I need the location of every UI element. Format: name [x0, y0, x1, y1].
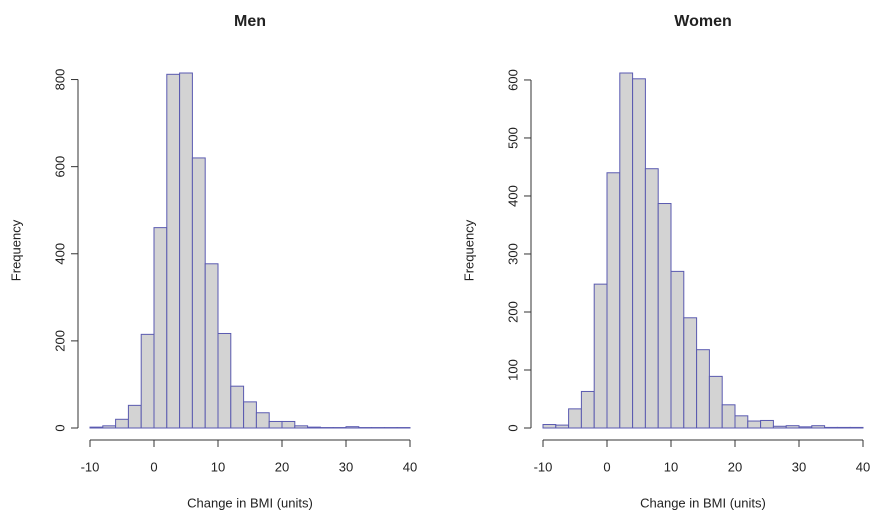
bar	[268, 420, 283, 429]
bar	[785, 425, 800, 429]
y-tick-label: 800	[52, 69, 67, 91]
bar	[153, 227, 168, 429]
bar	[243, 401, 257, 429]
chart-title: Men	[234, 13, 266, 30]
x-axis-label: Change in BMI (units)	[640, 495, 766, 510]
bar	[580, 390, 595, 429]
y-tick-label: 600	[505, 69, 520, 91]
bar	[568, 408, 582, 429]
y-tick-label: 400	[505, 185, 520, 207]
bar	[619, 72, 634, 429]
y-axis-label: Frequency	[8, 219, 23, 281]
bar	[657, 203, 672, 429]
y-tick-label: 200	[52, 330, 67, 352]
bar	[811, 425, 826, 429]
y-axis-label: Frequency	[461, 219, 476, 281]
y-tick-label: 600	[52, 156, 67, 178]
bar	[734, 415, 749, 429]
bar	[747, 420, 762, 429]
bar	[217, 332, 232, 429]
bar	[683, 317, 698, 429]
bar	[255, 412, 270, 429]
bar	[798, 426, 813, 429]
bar	[115, 418, 129, 429]
bar	[708, 375, 723, 429]
bar	[230, 385, 245, 429]
x-tick-label: 0	[150, 459, 157, 474]
x-tick-label: 30	[792, 459, 806, 474]
bar	[102, 425, 117, 429]
x-tick-label: 40	[856, 459, 870, 474]
x-tick-label: 20	[275, 459, 289, 474]
bar	[307, 426, 321, 429]
y-tick-label: 300	[505, 243, 520, 265]
bar	[179, 72, 193, 429]
bar	[721, 404, 736, 429]
bar	[542, 424, 557, 429]
y-tick-label: 200	[505, 301, 520, 323]
bar	[760, 419, 774, 429]
bar	[89, 426, 104, 429]
bar	[555, 424, 570, 429]
x-tick-label: 10	[664, 459, 678, 474]
bar	[204, 263, 219, 429]
bar	[281, 420, 296, 429]
bar	[836, 426, 851, 429]
x-tick-label: -10	[534, 459, 553, 474]
chart-title: Women	[674, 13, 731, 30]
y-tick-label: 0	[52, 424, 67, 431]
x-tick-label: 0	[603, 459, 610, 474]
bar	[127, 404, 142, 429]
bar	[140, 333, 155, 429]
bar	[644, 168, 659, 429]
x-tick-label: 40	[403, 459, 417, 474]
bar	[191, 157, 206, 429]
bar	[772, 425, 787, 429]
bar	[166, 73, 181, 429]
bar	[632, 78, 646, 429]
bar	[849, 426, 864, 429]
y-tick-label: 100	[505, 359, 520, 381]
bar	[670, 270, 685, 429]
y-tick-label: 500	[505, 127, 520, 149]
bar	[294, 425, 309, 429]
bar	[824, 426, 838, 429]
y-tick-label: 0	[505, 424, 520, 431]
bar	[345, 426, 360, 429]
bar	[593, 283, 608, 429]
bar	[606, 172, 621, 429]
x-tick-label: 10	[211, 459, 225, 474]
y-tick-label: 400	[52, 243, 67, 265]
x-tick-label: 30	[339, 459, 353, 474]
bar	[696, 349, 710, 429]
x-tick-label: -10	[81, 459, 100, 474]
x-tick-label: 20	[728, 459, 742, 474]
x-axis-label: Change in BMI (units)	[187, 495, 313, 510]
